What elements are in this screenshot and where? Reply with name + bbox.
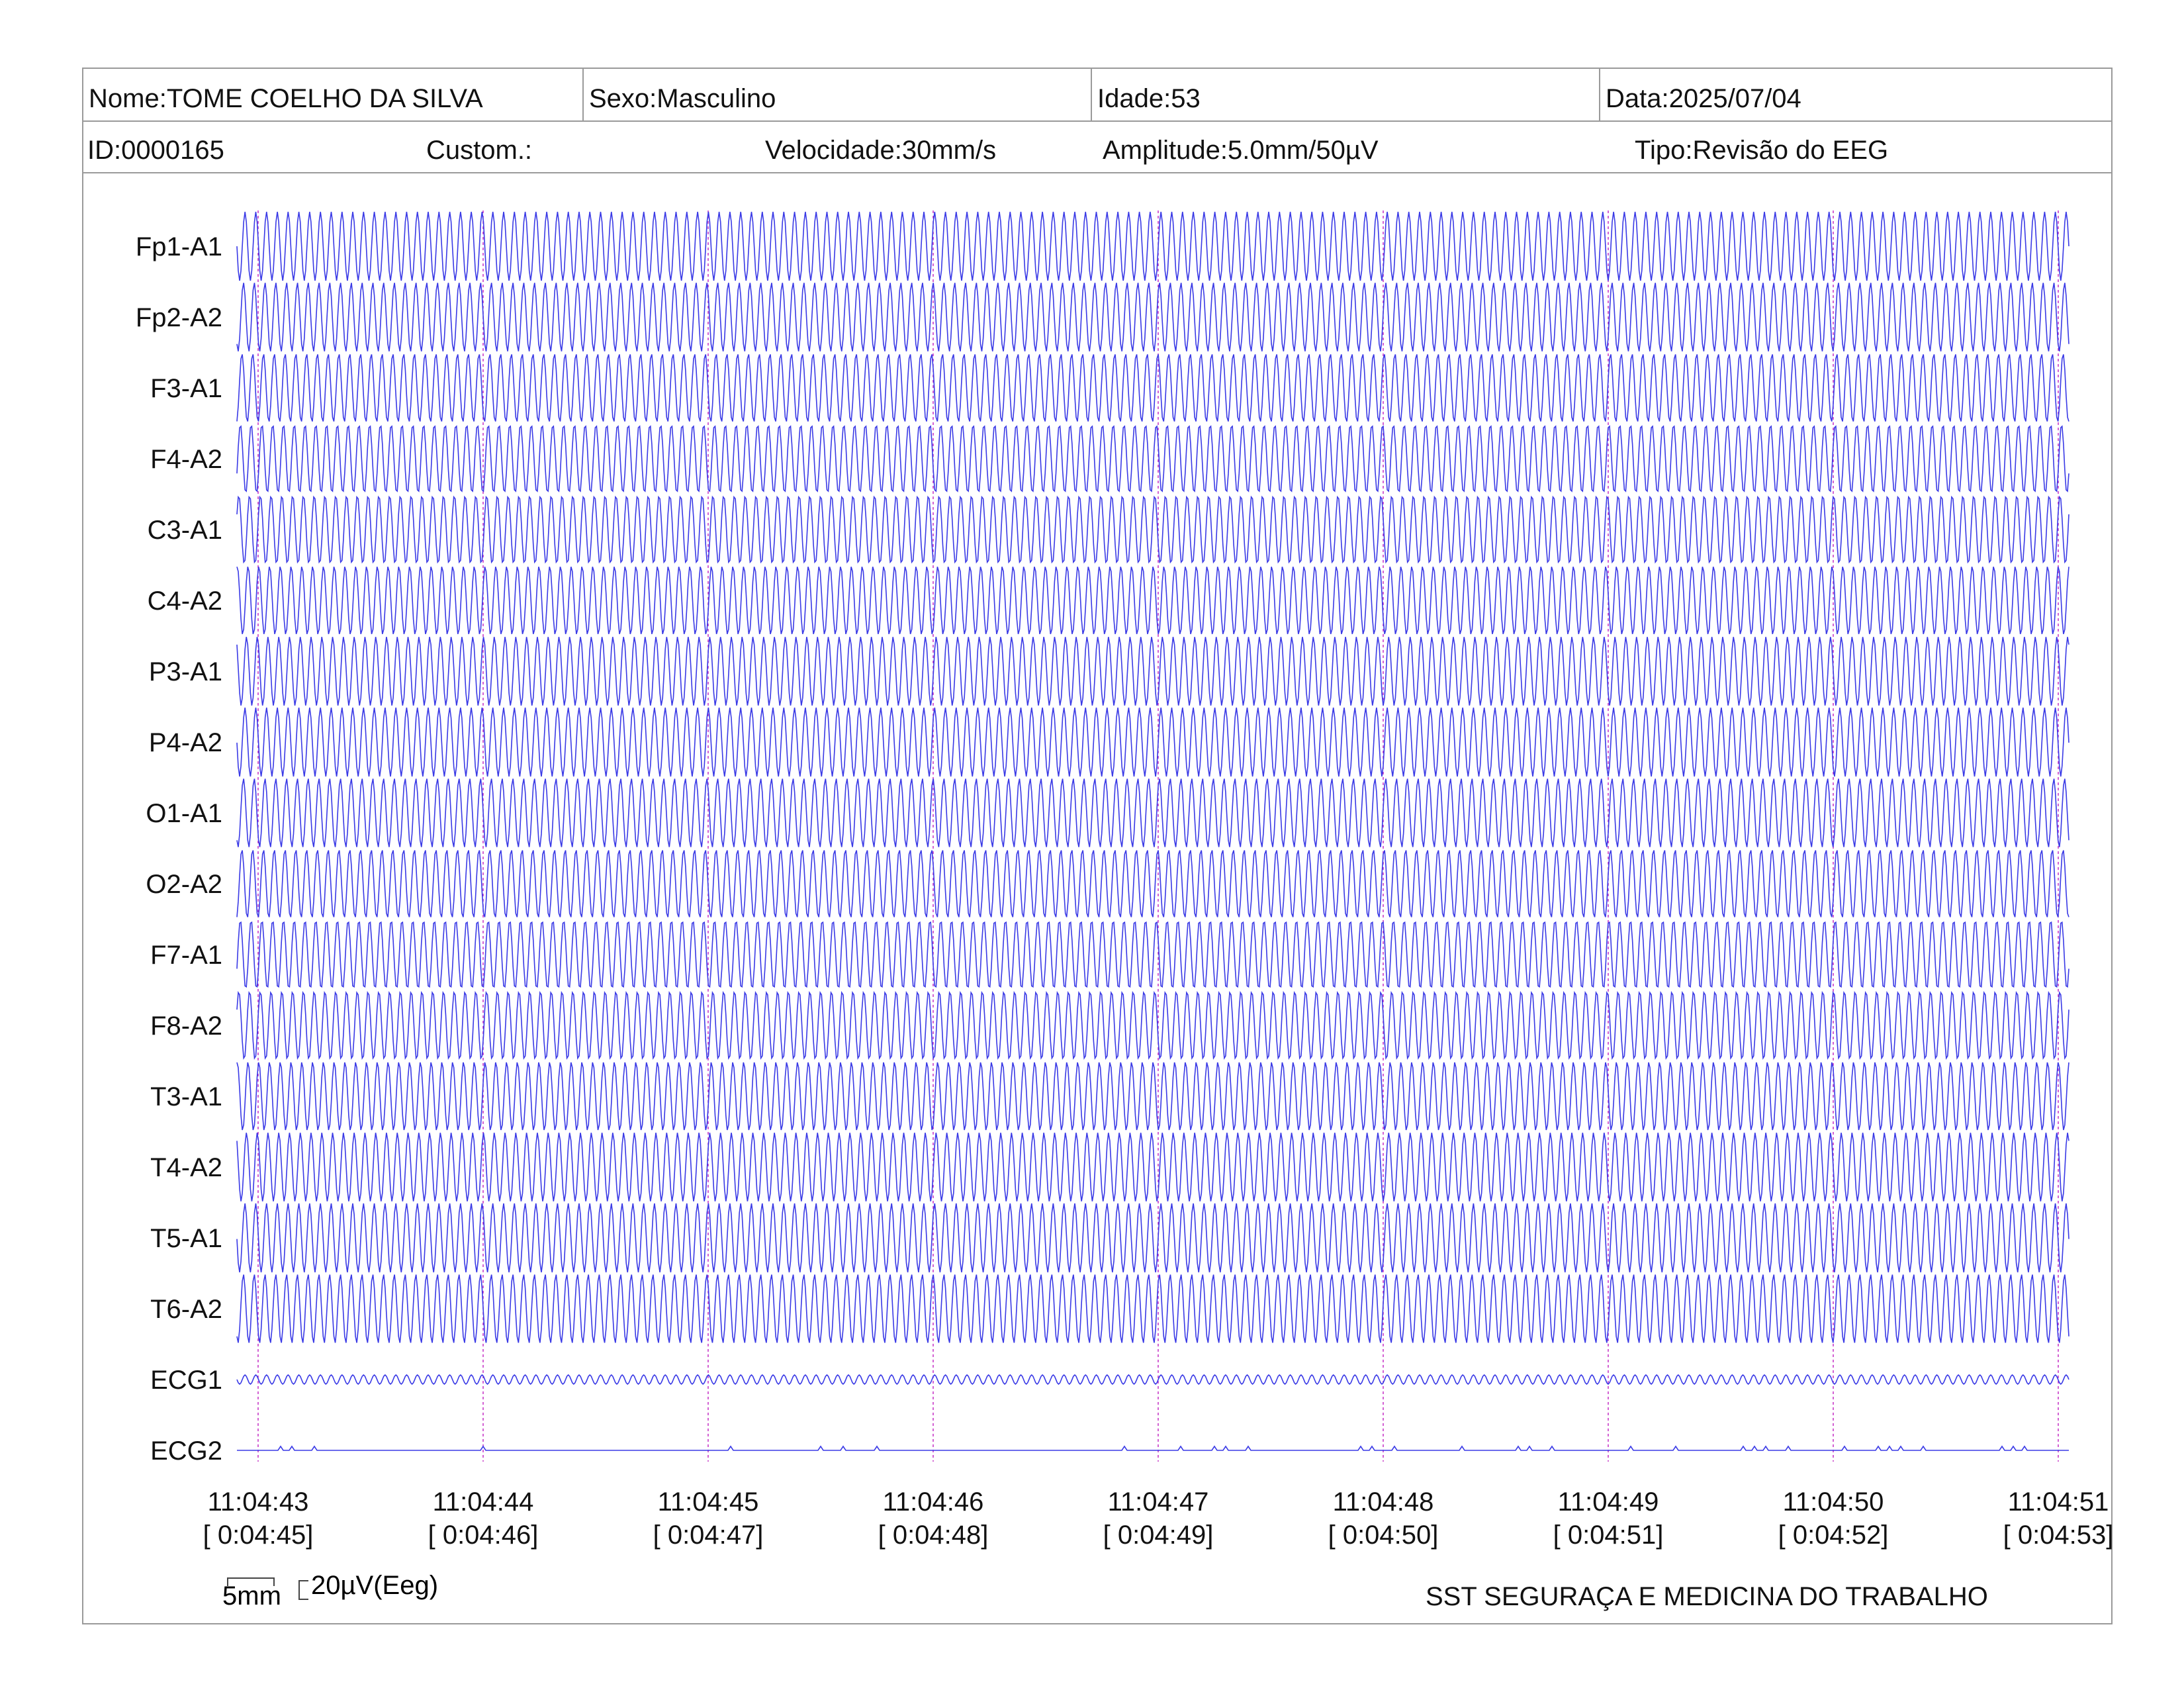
tick-elapsed-time: [ 0:04:45] (203, 1521, 314, 1550)
channel-label: C4-A2 (148, 586, 222, 616)
custom-field: Custom.: (426, 136, 533, 165)
channel-trace (236, 707, 2070, 777)
channel-trace (236, 921, 2070, 988)
tick-elapsed-time: [ 0:04:46] (428, 1521, 539, 1550)
amplitude-scale-bracket (298, 1580, 308, 1600)
channel-label: ECG1 (150, 1366, 222, 1395)
tick-clock-time: 11:04:43 (208, 1487, 309, 1517)
tick-clock-time: 11:04:51 (2008, 1487, 2109, 1517)
channel-trace (236, 425, 2070, 492)
channel-trace (236, 637, 2070, 706)
channel-trace (236, 1203, 2070, 1273)
channel-label: C3-A1 (148, 516, 222, 545)
tick-clock-time: 11:04:47 (1108, 1487, 1209, 1517)
channel-label: T4-A2 (150, 1153, 222, 1182)
channel-label: Fp1-A1 (136, 232, 222, 261)
tick-clock-time: 11:04:45 (658, 1487, 759, 1517)
channel-trace (236, 566, 2070, 635)
tick-elapsed-time: [ 0:04:47] (653, 1521, 764, 1550)
channel-label: F4-A2 (150, 445, 222, 474)
header-row-settings: ID:0000165 Custom.: Velocidade:30mm/s Am… (83, 120, 2111, 173)
scale-bar: 5mm 20µV(Eeg) (222, 1571, 438, 1611)
time-scale-label: 5mm (222, 1581, 281, 1611)
channel-trace (236, 850, 2070, 917)
channel-label: O2-A2 (146, 870, 222, 899)
organization-name: SST SEGURAÇA E MEDICINA DO TRABALHO (1426, 1582, 1988, 1611)
exam-date: Data:2025/07/04 (1606, 84, 1801, 113)
tick-clock-time: 11:04:46 (883, 1487, 984, 1517)
channel-label: T6-A2 (150, 1295, 222, 1324)
recording-type: Tipo:Revisão do EEG (1635, 136, 1889, 165)
time-tick-labels: 11:04:43 [ 0:04:45] 11:04:44 [ 0:04:46] 11:0… (203, 1487, 2114, 1550)
channel-trace (236, 495, 2070, 564)
patient-id: ID:0000165 (87, 136, 224, 165)
tick-clock-time: 11:04:44 (433, 1487, 534, 1517)
time-scale-bracket (227, 1577, 275, 1586)
channel-trace (237, 1445, 2069, 1451)
channel-label: P3-A1 (149, 657, 222, 686)
channel-label: T3-A1 (150, 1082, 222, 1111)
channel-trace (236, 354, 2070, 422)
channel-trace (236, 211, 2070, 281)
tick-clock-time: 11:04:50 (1783, 1487, 1884, 1517)
channel-label: O1-A1 (146, 799, 222, 828)
tick-elapsed-time: [ 0:04:52] (1778, 1521, 1889, 1550)
channel-label: F7-A1 (150, 941, 222, 970)
channel-labels: Fp1-A1 Fp2-A2 F3-A1 F4-A2 C3-A1 C4-A2 P3-A1 P4-… (136, 232, 222, 1466)
channel-label: F8-A2 (150, 1011, 222, 1041)
tick-elapsed-time: [ 0:04:50] (1328, 1521, 1439, 1550)
channel-trace (236, 990, 2070, 1060)
patient-age: Idade:53 (1092, 69, 1600, 120)
report-frame: Nome:TOME COELHO DA SILVA Sexo:Masculino… (82, 68, 2113, 1624)
tick-clock-time: 11:04:48 (1333, 1487, 1434, 1517)
tick-elapsed-time: [ 0:04:53] (2003, 1521, 2114, 1550)
channel-trace (236, 1062, 2070, 1131)
paper-speed: Velocidade:30mm/s (765, 136, 997, 165)
channel-label: Fp2-A2 (136, 303, 222, 332)
channel-trace (236, 1274, 2070, 1343)
eeg-traces (236, 211, 2070, 1451)
channel-label: P4-A2 (149, 728, 222, 757)
patient-name: Nome:TOME COELHO DA SILVA (83, 69, 584, 120)
amplitude-scale-label: 20µV(Eeg) (311, 1571, 438, 1600)
patient-sex: Sexo:Masculino (584, 69, 1092, 120)
tick-clock-time: 11:04:49 (1558, 1487, 1659, 1517)
channel-label: F3-A1 (150, 374, 222, 403)
channel-trace (236, 1374, 2070, 1385)
channel-trace (236, 778, 2070, 847)
channel-label: T5-A1 (150, 1224, 222, 1253)
channel-trace (236, 283, 2070, 352)
tick-elapsed-time: [ 0:04:51] (1553, 1521, 1664, 1550)
channel-trace (236, 1133, 2070, 1201)
tick-elapsed-time: [ 0:04:48] (878, 1521, 989, 1550)
amplitude-setting: Amplitude:5.0mm/50µV (1103, 136, 1379, 165)
channel-label: ECG2 (150, 1436, 222, 1466)
tick-elapsed-time: [ 0:04:49] (1103, 1521, 1214, 1550)
header-row-patient: Nome:TOME COELHO DA SILVA Sexo:Masculino… (83, 69, 2111, 122)
